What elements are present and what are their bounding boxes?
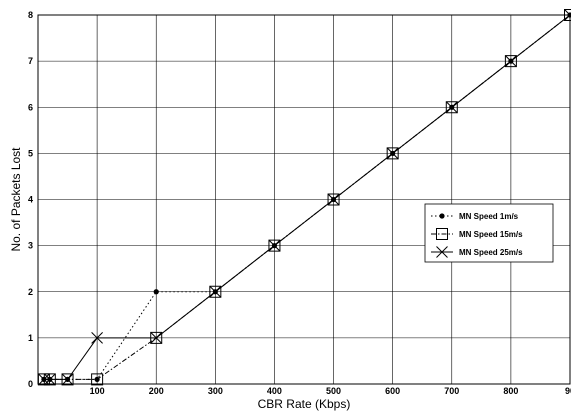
data-point-x	[436, 246, 448, 258]
data-point-x	[38, 373, 50, 386]
data-point-x	[61, 373, 74, 386]
data-point-square	[91, 373, 104, 386]
data-point-x	[150, 332, 163, 344]
y-tick-label: 3	[28, 241, 33, 251]
legend: MN Speed 1m/s MN Speed 15m/s MN Speed 25m/…	[424, 203, 554, 263]
y-tick-label: 5	[28, 148, 33, 158]
legend-label: MN Speed 25m/s	[459, 248, 523, 257]
data-point-square	[436, 228, 448, 240]
plot-area-frame	[37, 14, 571, 385]
x-tick-label: 700	[444, 386, 459, 396]
series-2	[37, 9, 571, 386]
y-tick-label: 6	[28, 102, 33, 112]
series-3	[38, 9, 571, 386]
y-axis-label: No. of Packets Lost	[9, 147, 23, 252]
data-point-square	[386, 147, 399, 160]
data-point-x	[209, 285, 222, 298]
y-tick-label: 8	[28, 10, 33, 20]
x-axis-label: CBR Rate (Kbps)	[258, 397, 351, 411]
data-point-dot	[439, 213, 445, 219]
data-point-x	[327, 193, 340, 206]
series-layer	[37, 9, 571, 386]
grid	[38, 14, 571, 385]
data-point-square	[268, 239, 281, 252]
legend-label: MN Speed 15m/s	[459, 230, 523, 239]
y-tick-label: 1	[28, 333, 33, 343]
x-tick-label: 600	[385, 386, 400, 396]
y-tick-label: 2	[28, 287, 33, 297]
data-point-x	[445, 101, 458, 114]
x-tick-label: 500	[326, 386, 341, 396]
tick-labels: 10020030040050060070080090012345678	[28, 10, 571, 396]
series-1	[41, 12, 571, 382]
x-tick-label: 90	[565, 386, 571, 396]
y-tick-label: 7	[28, 56, 33, 66]
data-point-x	[91, 332, 103, 344]
data-point-x	[505, 55, 517, 67]
data-point-x	[43, 373, 56, 386]
x-tick-label: 100	[90, 386, 105, 396]
data-point-square	[504, 55, 517, 68]
series-line	[43, 14, 571, 380]
data-point-square	[327, 193, 340, 206]
data-point-square	[445, 101, 458, 114]
series-line	[43, 14, 571, 380]
x-tick-label: 300	[208, 386, 223, 396]
y-tick-label: 0	[28, 379, 33, 389]
y-tick-label: 4	[28, 195, 33, 205]
legend-label: MN Speed 1m/s	[459, 212, 519, 221]
x-tick-label: 800	[503, 386, 518, 396]
x-tick-label: 400	[267, 386, 282, 396]
series-line	[43, 14, 571, 380]
data-point-square	[209, 285, 222, 298]
data-point-x	[386, 147, 399, 160]
data-point-dot	[153, 289, 159, 295]
x-tick-label: 200	[149, 386, 164, 396]
data-point-x	[268, 239, 281, 252]
